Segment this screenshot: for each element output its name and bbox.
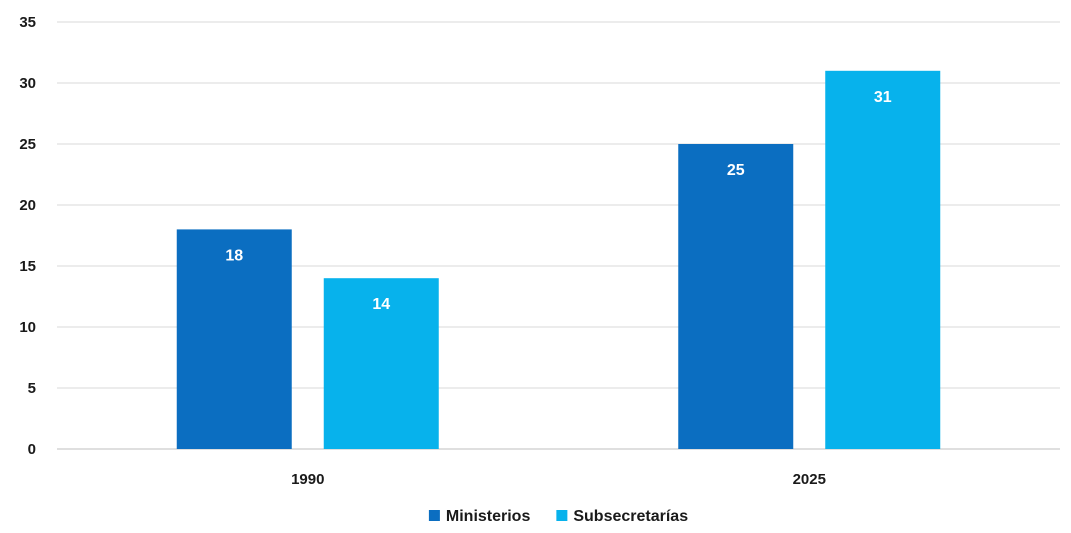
data-label: 18: [225, 247, 243, 264]
y-tick-label: 25: [19, 136, 36, 153]
bar-subsecretar-as-2025: [825, 70, 941, 450]
x-axis-ticks: 1990 2025: [291, 471, 826, 488]
x-tick-label: 2025: [793, 471, 826, 488]
y-tick-label: 15: [19, 258, 36, 275]
y-axis-ticks: 0 5 10 15 20 25 30 35: [19, 14, 36, 458]
legend: Ministerios Subsecretarías: [428, 508, 688, 525]
data-label: 31: [874, 89, 892, 106]
data-labels: 18 14 25 31: [225, 89, 891, 313]
legend-swatch: [428, 510, 440, 521]
x-tick-label: 1990: [291, 471, 324, 488]
bar-ministerios-2025: [678, 144, 794, 449]
y-tick-label: 20: [19, 197, 36, 214]
legend-label: Subsecretarías: [573, 508, 688, 525]
bar-subsecretar-as-1990: [323, 278, 439, 449]
y-tick-label: 30: [19, 75, 36, 92]
y-tick-label: 5: [28, 380, 36, 397]
bar-ministerios-1990: [176, 229, 292, 449]
legend-label: Ministerios: [446, 508, 531, 525]
data-label: 25: [727, 162, 745, 179]
y-tick-label: 10: [19, 319, 36, 336]
y-tick-label: 0: [28, 441, 36, 458]
y-tick-label: 35: [19, 14, 36, 31]
legend-swatch: [556, 510, 568, 521]
data-label: 14: [372, 296, 390, 313]
bars: [176, 70, 941, 450]
